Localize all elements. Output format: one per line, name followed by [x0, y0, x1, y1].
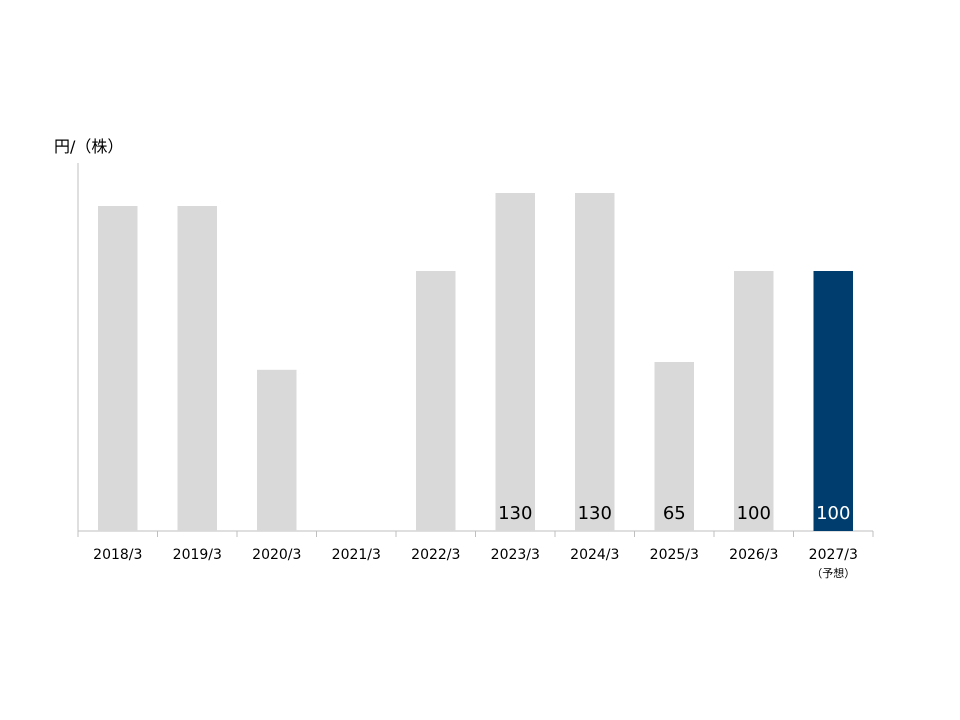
data-label: 130: [498, 503, 532, 524]
data-label: 100: [737, 503, 771, 524]
x-tick-label: 2018/3: [93, 547, 142, 563]
x-tick-note: （予想）: [811, 566, 855, 580]
bar-2022/3: [416, 271, 456, 531]
x-tick-label: 2020/3: [252, 547, 301, 563]
bar-2019/3: [177, 206, 217, 531]
bar-2025/3: [654, 362, 694, 531]
x-tick-label: 2019/3: [173, 547, 222, 563]
x-tick-label: 2023/3: [491, 547, 540, 563]
bar-2027/3: [813, 271, 853, 531]
x-tick-label: 2027/3: [809, 547, 858, 563]
x-tick-label: 2022/3: [411, 547, 460, 563]
x-tick-label: 2025/3: [650, 547, 699, 563]
x-tick-label: 2021/3: [332, 547, 381, 563]
y-axis-unit-label: 円/（株）: [54, 137, 124, 156]
data-label: 100: [816, 503, 850, 524]
bar-2024/3: [575, 193, 615, 531]
bar-2020/3: [257, 369, 297, 531]
x-tick-label: 2024/3: [570, 547, 619, 563]
data-label: 65: [663, 503, 686, 524]
bar-2023/3: [495, 193, 535, 531]
bar-2026/3: [734, 271, 774, 531]
data-label: 130: [578, 503, 612, 524]
bar-2018/3: [98, 206, 138, 531]
x-tick-label: 2026/3: [729, 547, 778, 563]
